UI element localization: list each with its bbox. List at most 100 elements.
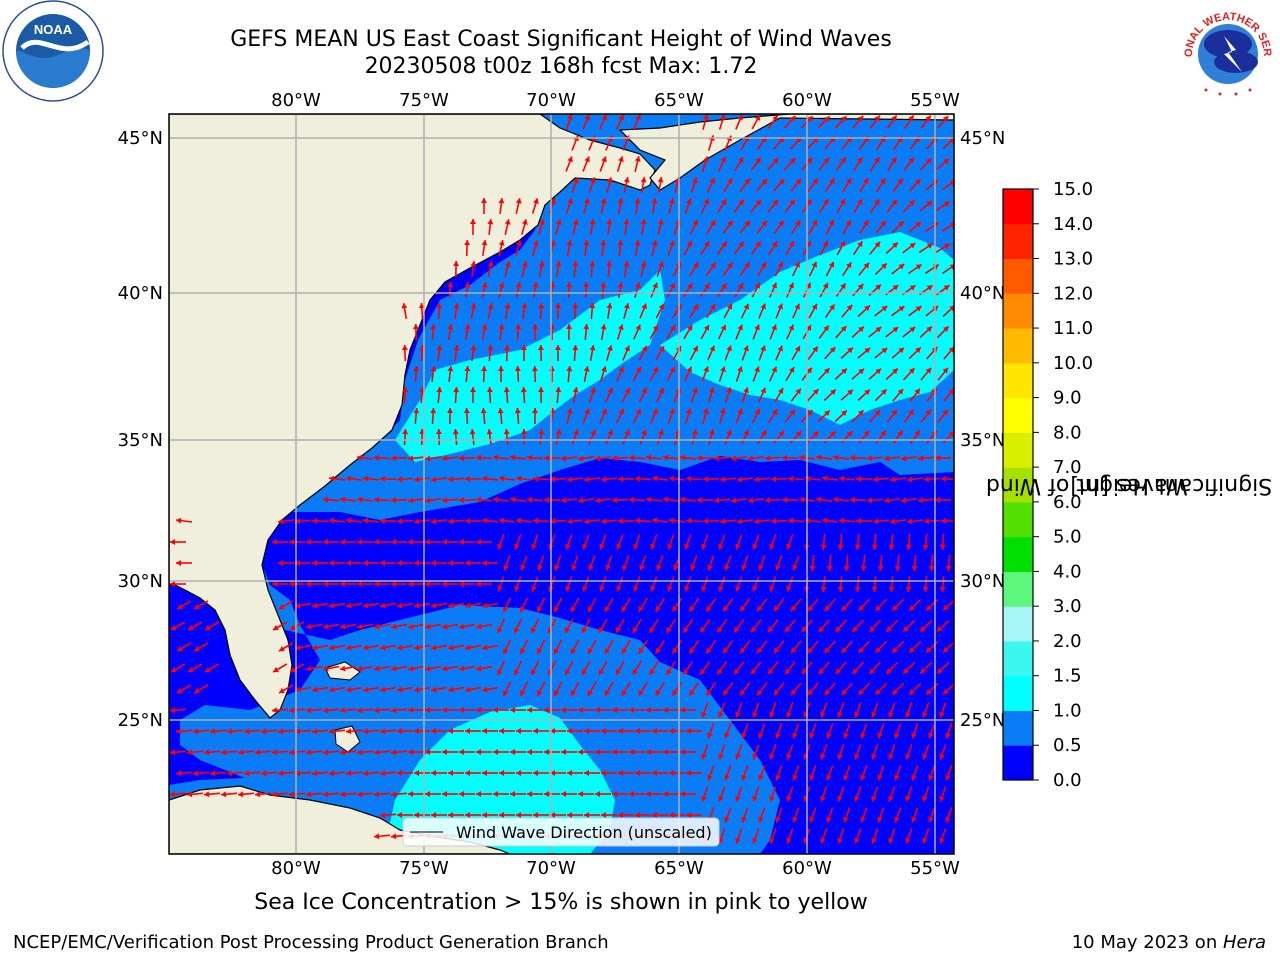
wave-arrow-head: [869, 626, 876, 632]
wave-arrow-head: [709, 345, 715, 352]
wave-arrow-head: [589, 303, 596, 309]
wave-arrow-head: [187, 749, 193, 756]
wave-arrow-head: [846, 262, 852, 269]
wave-arrow-head: [401, 345, 408, 351]
wave-arrow-head: [839, 475, 845, 482]
wave-arrow-head: [431, 812, 436, 818]
wave-arrow-head: [761, 178, 768, 185]
wave-arrow-head: [807, 689, 814, 696]
wave-arrow-head: [735, 711, 741, 718]
wave-arrow-head: [527, 707, 532, 713]
wave-arrow-head: [863, 220, 869, 227]
wave-arrow-head: [786, 753, 792, 760]
wave-arrow-head: [448, 770, 453, 776]
wave-arrow-head: [346, 475, 352, 482]
wave-arrow-head: [618, 770, 623, 776]
wave-arrow-head: [772, 158, 779, 164]
lon-label-bottom: 65°W: [654, 858, 704, 879]
wave-arrow-head: [700, 668, 706, 675]
wave-arrow-head: [854, 753, 860, 760]
wave-arrow-head: [768, 668, 774, 675]
wave-arrow-head: [601, 408, 607, 415]
wave-arrow-head: [884, 497, 890, 504]
wave-arrow-head: [686, 366, 692, 373]
wave-arrow-head: [544, 497, 549, 503]
wave-arrow-head: [867, 455, 873, 462]
wave-arrow-head: [278, 560, 283, 566]
wave-arrow-head: [583, 324, 590, 330]
wave-arrow-head: [582, 585, 588, 592]
wave-arrow-head: [578, 497, 584, 504]
wave-arrow-head: [928, 565, 935, 571]
footer-credit: NCEP/EMC/Verification Post Processing Pr…: [13, 932, 609, 953]
wave-arrow-head: [646, 454, 652, 461]
wave-arrow-head: [757, 605, 763, 612]
wave-arrow-head: [794, 261, 800, 268]
wave-arrow-head: [514, 669, 520, 676]
wave-arrow-head: [532, 408, 538, 413]
lon-label-bottom: 70°W: [526, 858, 576, 879]
wave-arrow-head: [669, 770, 674, 776]
wave-arrow-head: [431, 770, 436, 776]
wave-arrow-head: [170, 707, 176, 714]
wave-arrow-head: [778, 430, 784, 437]
wave-arrow-head: [600, 240, 607, 246]
wave-arrow-head: [633, 585, 639, 592]
wave-arrow-head: [871, 711, 877, 718]
colorbar-segment: [1003, 432, 1033, 468]
colorbar-tick-label: 9.0: [1053, 388, 1082, 409]
wave-arrow-head: [515, 282, 522, 288]
wave-arrow-head: [414, 770, 419, 776]
wave-arrow-head: [391, 749, 397, 756]
wave-arrow-head: [561, 455, 567, 462]
wave-arrow-head: [408, 455, 414, 462]
wave-arrow-head: [599, 585, 605, 592]
wave-arrow-head: [650, 585, 656, 592]
wave-arrow-head: [425, 623, 431, 630]
wave-arrow-head: [894, 774, 900, 781]
wave-arrow-head: [278, 728, 284, 735]
wave-arrow-head: [482, 686, 488, 693]
wave-arrow-head: [544, 791, 549, 797]
colorbar-tick-label: 6.0: [1053, 492, 1082, 513]
wave-arrow-head: [564, 627, 571, 633]
wave-arrow-head: [414, 560, 419, 566]
wave-arrow-head: [357, 539, 362, 545]
wave-arrow-head: [846, 304, 853, 311]
wave-arrow-head: [786, 585, 792, 592]
wave-arrow-head: [649, 668, 655, 675]
wave-arrow-head: [482, 644, 488, 651]
wave-arrow-head: [561, 497, 567, 504]
wave-arrow-head: [425, 455, 431, 462]
high-wave-south: [385, 705, 615, 854]
wave-arrow-head: [689, 647, 695, 654]
wave-arrow-head: [945, 774, 951, 781]
wave-arrow-head: [937, 667, 943, 674]
wave-arrow-head: [590, 387, 596, 394]
wave-arrow-head: [807, 605, 814, 612]
wave-arrow-head: [877, 565, 884, 571]
wave-arrow-head: [431, 728, 436, 734]
wave-arrow-head: [928, 816, 934, 823]
wave-arrow-head: [737, 366, 743, 373]
wave-arrow-head: [425, 791, 430, 797]
wave-arrow-head: [397, 686, 403, 693]
wave-arrow-head: [881, 389, 887, 395]
wave-arrow-head: [312, 602, 318, 609]
wave-arrow-head: [550, 770, 555, 776]
wave-arrow-head: [894, 565, 901, 571]
wave-arrow-head: [888, 795, 894, 802]
wave-arrow-head: [459, 623, 465, 630]
wave-arrow-head: [515, 324, 522, 330]
wave-arrow-head: [803, 795, 809, 802]
wave-arrow-head: [170, 749, 176, 756]
wave-arrow-head: [624, 345, 630, 352]
wave-arrow-head: [822, 517, 828, 524]
wave-arrow-head: [738, 199, 744, 206]
wave-arrow-head: [607, 387, 613, 394]
wave-arrow-head: [521, 303, 528, 309]
wave-arrow-head: [822, 240, 828, 247]
wave-arrow-head: [761, 220, 767, 227]
wave-arrow-head: [752, 543, 758, 550]
wave-arrow-head: [587, 648, 594, 654]
